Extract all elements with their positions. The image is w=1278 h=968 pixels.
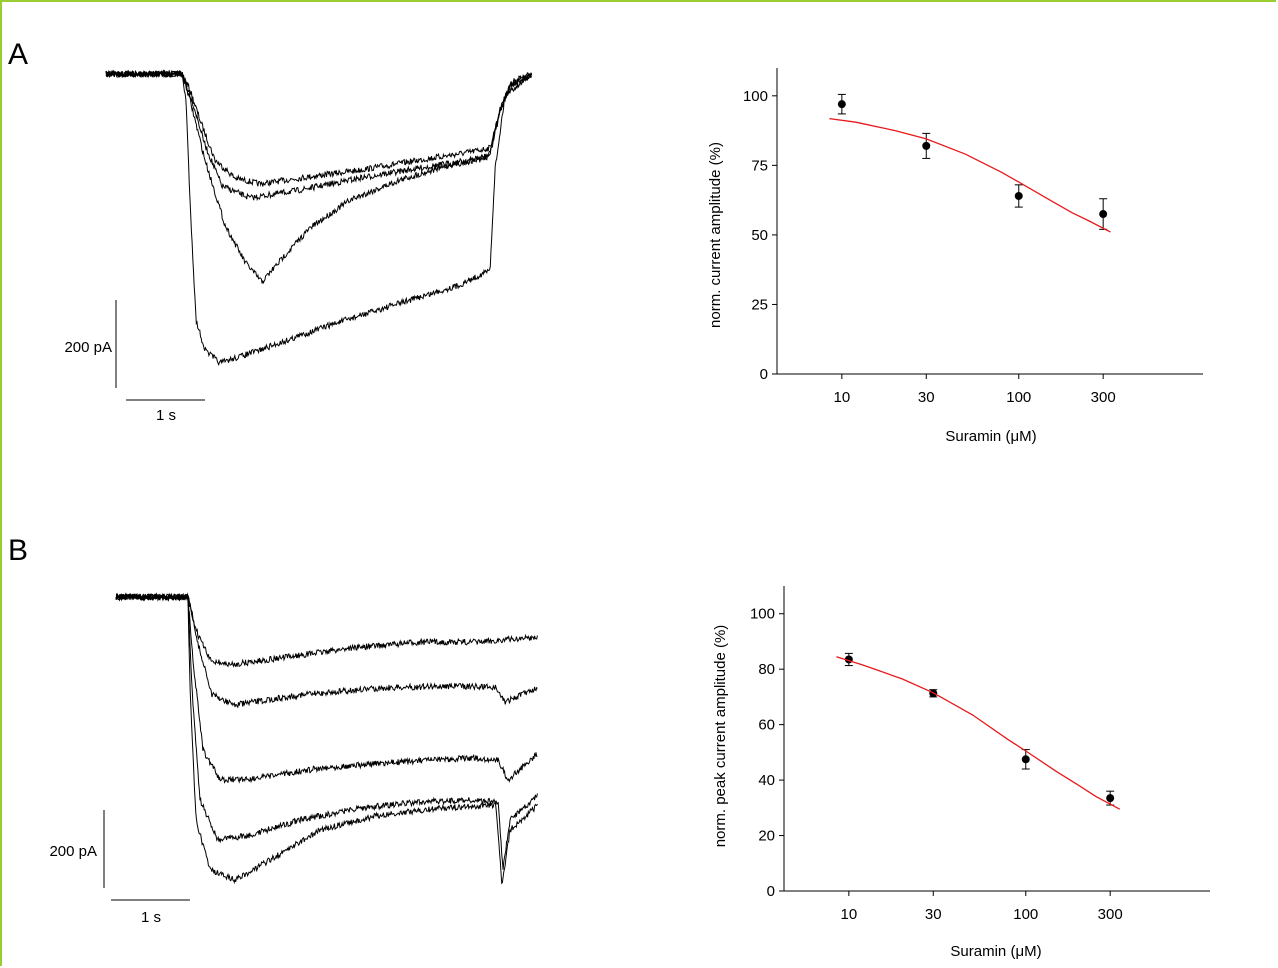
- y-tick-label-b: 0: [767, 883, 775, 900]
- current-trace-b: [115, 592, 538, 668]
- y-tick-label-b: 80: [758, 661, 775, 678]
- fit-curve-a: [829, 117, 1111, 233]
- panel-label-b: B: [8, 534, 29, 567]
- x-tick-label-a: 300: [1091, 389, 1116, 406]
- current-trace-b: [115, 593, 538, 885]
- data-point-b: [1021, 755, 1030, 764]
- current-trace-a: [105, 69, 533, 202]
- data-point-b: [1106, 794, 1115, 803]
- current-scale-label-a: 200 pA: [64, 339, 112, 356]
- trace-group-a: [105, 69, 533, 367]
- y-axis-label-b: norm. peak current amplitude (%): [712, 625, 729, 848]
- marks-a: [829, 93, 1111, 233]
- current-scale-label-b: 200 pA: [49, 843, 97, 860]
- y-tick-label-a: 50: [751, 227, 768, 244]
- y-axis-label-a: norm. current amplitude (%): [707, 142, 724, 328]
- data-point-a: [1099, 210, 1108, 219]
- x-tick-label-b: 10: [841, 906, 858, 923]
- dose-response-chart-b: 0 20 40 60 80 100 10 30 100 300 Suramin (μM) norm…: [712, 586, 1210, 960]
- y-tick-label-b: 60: [758, 717, 775, 734]
- dose-response-chart-a: 0 25 50 75 100 10 30 100 300 Suramin (μM) norm. …: [707, 68, 1203, 445]
- x-tick-label-b: 100: [1013, 906, 1038, 923]
- y-tick-label-b: 40: [758, 772, 775, 789]
- x-tick-label-a: 30: [918, 389, 935, 406]
- x-axis-label-a: Suramin (μM): [945, 428, 1036, 445]
- y-tick-label-b: 20: [758, 828, 775, 845]
- x-tick-label-a: 100: [1006, 389, 1031, 406]
- data-point-a: [1014, 191, 1023, 200]
- marks-b: [836, 652, 1121, 810]
- y-tick-label-a: 0: [760, 366, 768, 383]
- y-tick-label-a: 25: [751, 296, 768, 313]
- current-trace-a: [105, 69, 533, 285]
- panel-label-a: A: [8, 38, 29, 71]
- current-trace-a: [105, 69, 533, 187]
- current-traces-a: 200 pA 1 s: [64, 69, 533, 424]
- x-tick-label-b: 30: [925, 906, 942, 923]
- y-tick-label-a: 75: [751, 157, 768, 174]
- current-trace-a: [105, 69, 533, 367]
- time-scale-label-b: 1 s: [141, 909, 161, 926]
- x-tick-label-a: 10: [834, 389, 851, 406]
- trace-group-b: [115, 592, 538, 885]
- time-scale-label-a: 1 s: [156, 407, 176, 424]
- current-traces-b: 200 pA 1 s: [49, 592, 538, 926]
- data-point-a: [837, 100, 846, 109]
- axes-b: 0 20 40 60 80 100 10 30 100 300: [750, 586, 1210, 923]
- current-trace-b: [115, 592, 538, 784]
- fit-curve-b: [836, 656, 1121, 810]
- y-tick-label-a: 100: [743, 88, 768, 105]
- data-point-a: [922, 141, 931, 150]
- x-tick-label-b: 300: [1098, 906, 1123, 923]
- x-axis-label-b: Suramin (μM): [950, 943, 1041, 960]
- axes-a: 0 25 50 75 100 10 30 100 300: [743, 68, 1203, 406]
- y-tick-label-b: 100: [750, 606, 775, 623]
